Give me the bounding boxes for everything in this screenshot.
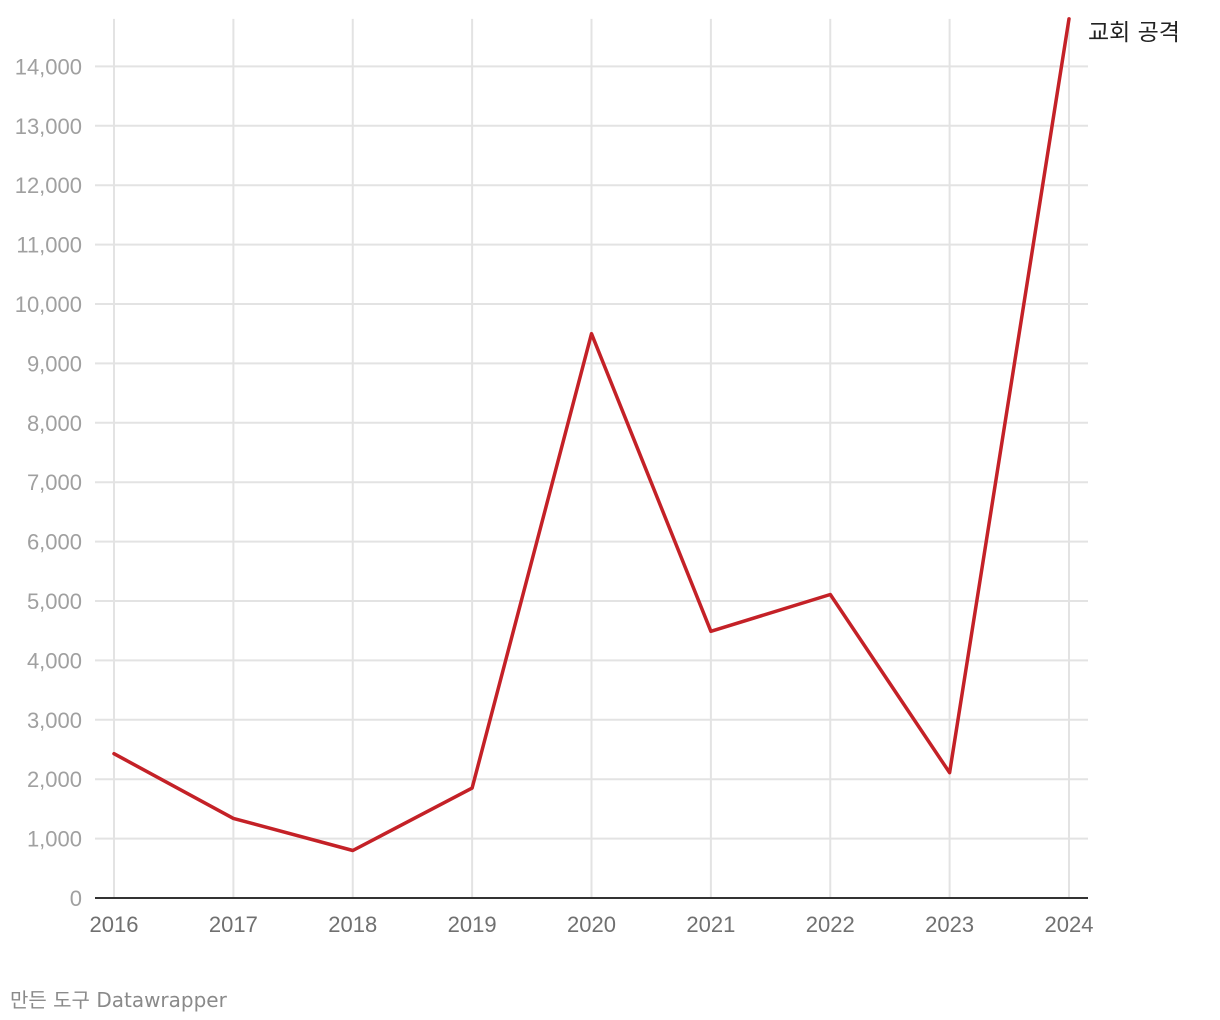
x-tick-label: 2017 <box>209 912 258 937</box>
x-tick-label: 2022 <box>806 912 855 937</box>
y-tick-label: 5,000 <box>27 589 82 614</box>
x-axis-tick-labels: 2016 2017 2018 2019 2020 2021 2022 2023 2024 <box>90 912 1094 937</box>
x-tick-label: 2016 <box>90 912 139 937</box>
x-tick-label: 2018 <box>328 912 377 937</box>
y-tick-label: 6,000 <box>27 530 82 555</box>
series-lines <box>112 17 1071 853</box>
y-tick-label: 11,000 <box>16 233 82 258</box>
series-line <box>112 17 1071 853</box>
gridlines <box>95 18 1088 898</box>
y-tick-label: 10,000 <box>15 292 82 317</box>
x-tick-label: 2020 <box>567 912 616 937</box>
y-tick-label: 14,000 <box>15 54 82 79</box>
y-axis-tick-labels: 0 1,000 2,000 3,000 4,000 5,000 6,000 7,000 8,00… <box>15 54 82 911</box>
series-labels: 교회 공격 <box>1088 20 1180 46</box>
series-label: 교회 공격 <box>1088 20 1180 46</box>
y-tick-label: 12,000 <box>15 173 82 198</box>
y-tick-label: 7,000 <box>27 470 82 495</box>
y-tick-label: 13,000 <box>15 114 82 139</box>
y-tick-label: 4,000 <box>27 648 82 673</box>
x-tick-label: 2024 <box>1045 912 1094 937</box>
y-tick-label: 1,000 <box>27 827 82 852</box>
source-credit: 만든 도구 Datawrapper <box>10 988 227 1012</box>
x-tick-label: 2019 <box>448 912 497 937</box>
y-tick-label: 2,000 <box>27 767 82 792</box>
y-tick-label: 3,000 <box>27 708 82 733</box>
y-tick-label: 8,000 <box>27 411 82 436</box>
y-tick-label: 0 <box>70 886 82 911</box>
x-tick-label: 2021 <box>686 912 735 937</box>
y-tick-label: 9,000 <box>27 351 82 376</box>
x-tick-label: 2023 <box>925 912 974 937</box>
